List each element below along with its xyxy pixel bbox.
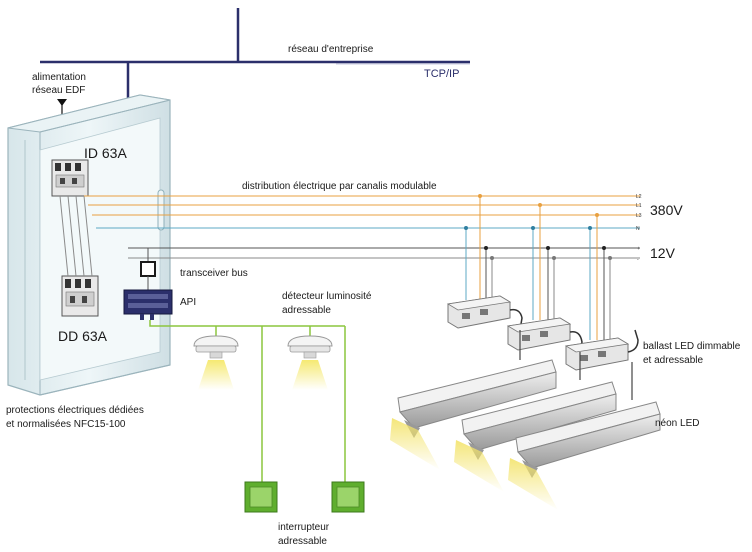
neon-label: néon LED: [655, 418, 699, 429]
detector-label-line1: détecteur luminosité: [282, 291, 372, 302]
neon-led-fixture-2: [454, 381, 617, 492]
transceiver-device: [140, 248, 156, 290]
led-ballast-1: [446, 295, 523, 331]
distribution-junctions: [464, 194, 612, 260]
phase-label-l2: L2: [636, 194, 642, 200]
switch-label-line2: adressable: [278, 536, 327, 547]
phase-label-l3: L3: [636, 213, 642, 219]
phase-label-n: N: [636, 226, 640, 232]
breaker-id63a: [51, 159, 89, 197]
neon-led-fixture-1: [390, 359, 557, 470]
distribution-label: distribution électrique par canalis modu…: [242, 181, 437, 192]
voltage-12-label: 12V: [650, 245, 676, 261]
voltage-380-label: 380V: [650, 202, 683, 218]
detector-label-line2: adressable: [282, 305, 331, 316]
protections-label-line2: et normalisées NFC15-100: [6, 419, 126, 430]
brightness-detector-1: [193, 335, 239, 390]
dc-minus-label: -: [637, 257, 639, 263]
api-controller: [123, 289, 173, 320]
brightness-detector-2: [287, 335, 333, 390]
breaker-secondary-label: DD 63A: [58, 328, 108, 344]
ballast-label-line1: ballast LED dimmable: [643, 341, 741, 352]
supply-label-line2: réseau EDF: [32, 85, 85, 96]
ballast-drop-wires: [519, 330, 633, 400]
cabinet-wiring: [59, 195, 93, 277]
dc-plus-label: +: [637, 246, 640, 252]
ballast-label-line2: et adressable: [643, 355, 703, 366]
network-label: réseau d'entreprise: [288, 44, 374, 55]
led-ballast-3: [564, 329, 639, 371]
switch-label-line1: interrupteur: [278, 522, 330, 533]
neon-led-fixture-3: [508, 401, 661, 510]
protections-label-line1: protections électriques dédiées: [6, 405, 144, 416]
breaker-dd63a: [61, 275, 99, 317]
addressable-switch-2: [331, 481, 365, 513]
phase-label-l1: L1: [636, 203, 642, 209]
supply-label-line1: alimentation: [32, 72, 86, 83]
transceiver-label: transceiver bus: [180, 268, 248, 279]
api-label: API: [180, 297, 196, 308]
control-bus: [149, 320, 346, 482]
led-ballast-2: [506, 317, 583, 353]
network-protocol-label: TCP/IP: [424, 68, 459, 80]
addressable-switch-1: [244, 481, 278, 513]
breaker-main-label: ID 63A: [84, 145, 127, 161]
